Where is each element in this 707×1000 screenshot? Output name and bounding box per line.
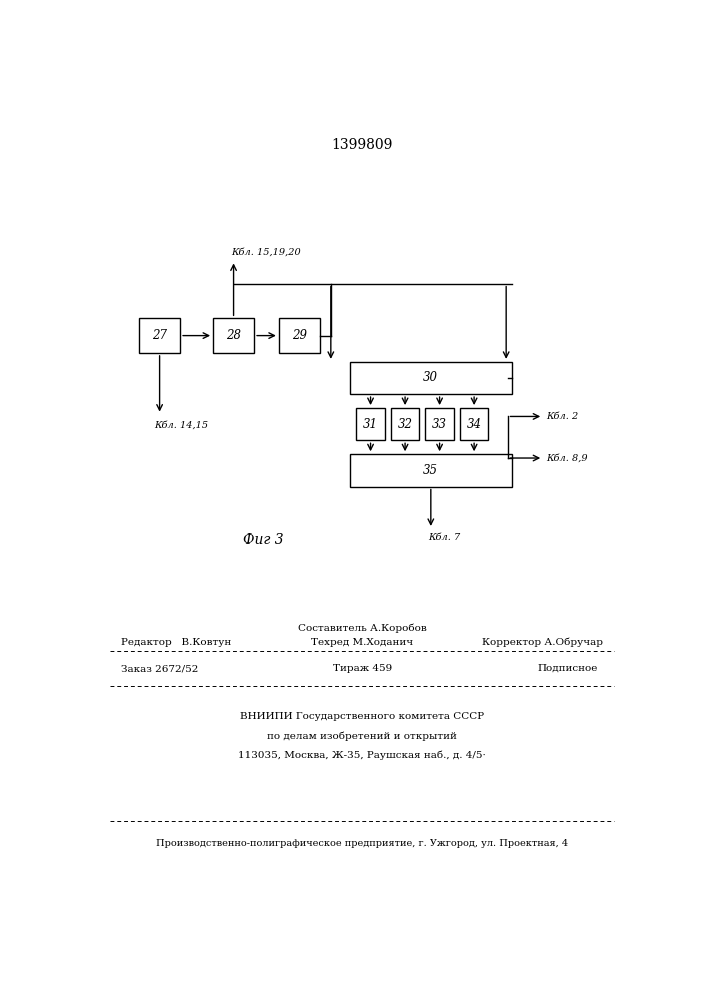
Text: 34: 34 [467,418,481,431]
Text: 28: 28 [226,329,241,342]
Bar [350,454,512,487]
Bar [139,318,180,353]
Text: Тираж 459: Тираж 459 [333,664,392,673]
Text: Фиг 3: Фиг 3 [243,533,284,547]
Bar [426,408,454,440]
Text: 32: 32 [397,418,413,431]
Text: Кбл. 7: Кбл. 7 [428,533,460,542]
Text: Кбл. 8,9: Кбл. 8,9 [546,454,588,463]
Bar [279,318,320,353]
Text: 33: 33 [432,418,447,431]
Text: Производственно-полиграфическое предприятие, г. Ужгород, ул. Проектная, 4: Производственно-полиграфическое предприя… [156,839,568,848]
Text: 29: 29 [292,329,307,342]
Bar [391,408,419,440]
Text: Редактор   В.Ковтун: Редактор В.Ковтун [122,638,231,647]
Text: Техред М.Ходанич: Техред М.Ходанич [311,638,414,647]
Text: 31: 31 [363,418,378,431]
Text: Кбл. 15,19,20: Кбл. 15,19,20 [231,248,300,257]
Text: Кбл. 14,15: Кбл. 14,15 [154,421,209,430]
Text: Подписное: Подписное [538,664,598,673]
Text: 30: 30 [423,371,438,384]
Text: по делам изобретений и открытий: по делам изобретений и открытий [267,731,457,741]
Text: ВНИИПИ Государственного комитета СССР: ВНИИПИ Государственного комитета СССР [240,712,484,721]
Bar [350,362,512,394]
Text: Корректор А.Обручар: Корректор А.Обручар [482,637,604,647]
Bar [460,408,489,440]
Bar [213,318,254,353]
Text: Кбл. 2: Кбл. 2 [546,412,578,421]
Text: 113035, Москва, Ж-35, Раушская наб., д. 4/5·: 113035, Москва, Ж-35, Раушская наб., д. … [238,750,486,760]
Text: Составитель А.Коробов: Составитель А.Коробов [298,623,427,633]
Text: 27: 27 [152,329,167,342]
Bar [356,408,385,440]
Text: 1399809: 1399809 [332,138,393,152]
Text: 35: 35 [423,464,438,477]
Text: Заказ 2672/52: Заказ 2672/52 [122,664,199,673]
